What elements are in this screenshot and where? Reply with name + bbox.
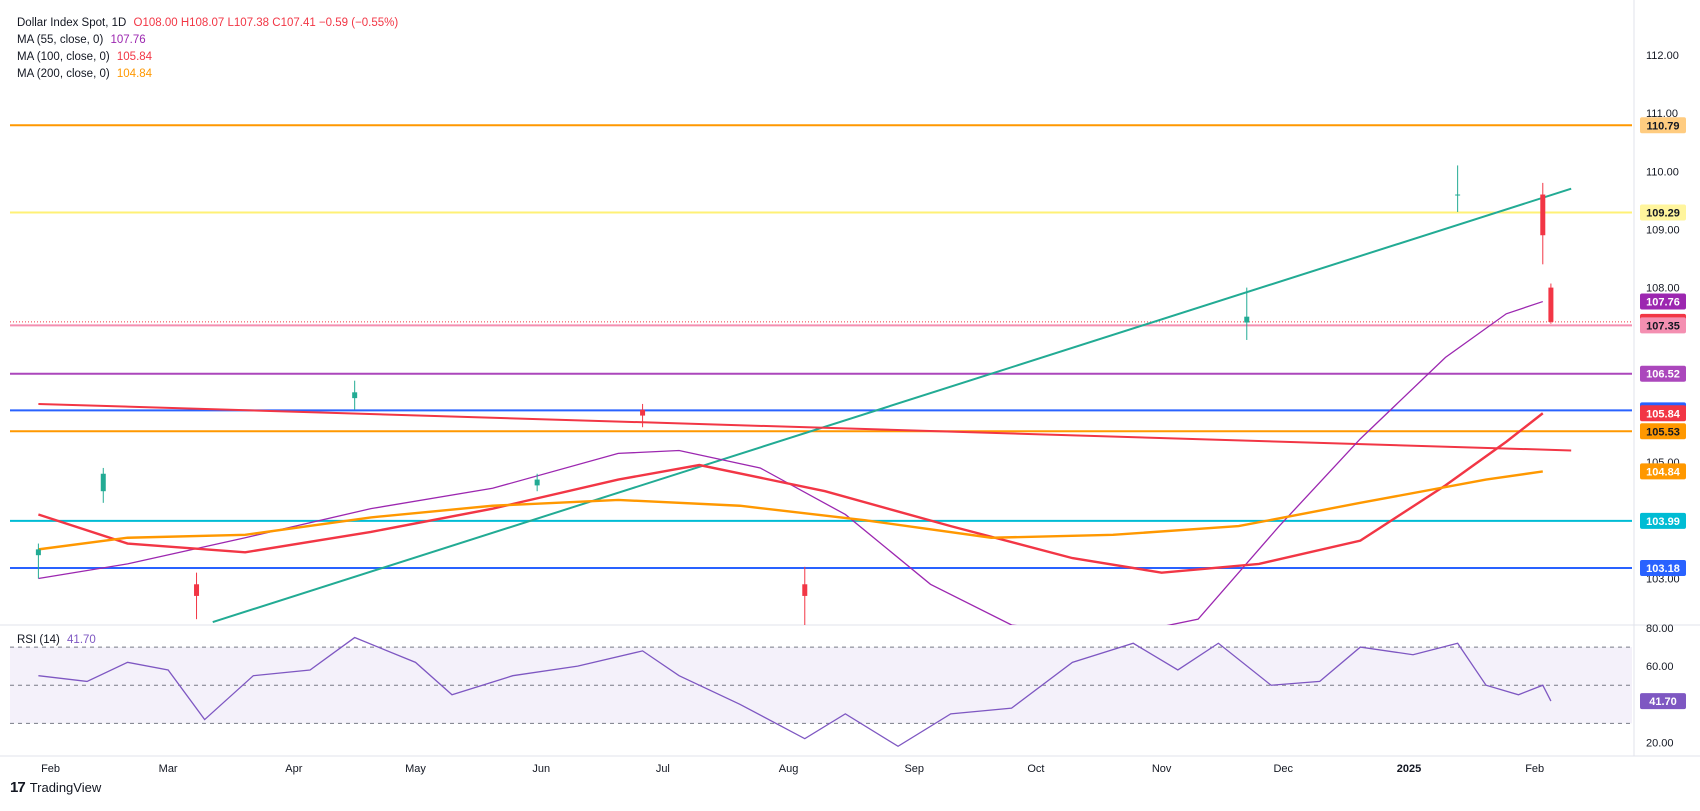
price-tick-label: 110.00 <box>1646 166 1679 178</box>
trendline-uptrend <box>212 187 1572 624</box>
rsi-line <box>38 636 1552 748</box>
time-tick-label: Aug <box>779 763 799 775</box>
price-tick-label: 108.00 <box>1646 283 1680 295</box>
candle-body <box>802 584 808 596</box>
ma100-value: 105.84 <box>116 51 153 63</box>
price-tick-label: 109.00 <box>1646 224 1680 236</box>
time-tick-label: Oct <box>1027 763 1044 775</box>
time-tick-label: 2025 <box>1397 763 1421 775</box>
legend-symbol: Dollar Index Spot, 1D O108.00 H108.07 L1… <box>17 17 398 29</box>
tradingview-logo[interactable]: 17 TradingView <box>10 779 101 796</box>
rsi-value-badge-text: 41.70 <box>1649 696 1677 708</box>
candle-body <box>1548 287 1554 322</box>
rsi-value-badge <box>1640 693 1686 710</box>
ma200-label: MA (200, close, 0) <box>17 68 110 80</box>
price-label-badge <box>1640 559 1686 576</box>
price-label-text: 110.79 <box>1646 120 1679 132</box>
time-tick-label: Sep <box>904 763 924 775</box>
price-label-text: 104.84 <box>1646 466 1681 478</box>
candle-body <box>100 473 106 492</box>
ma200-value: 104.84 <box>116 68 153 80</box>
price-label-badge <box>1640 423 1686 440</box>
price-label-badge <box>1640 293 1686 310</box>
time-tick-label: May <box>405 763 426 775</box>
ma-line-ma55 <box>38 300 1543 625</box>
price-label-text: 109.29 <box>1646 208 1680 220</box>
price-label-text: 103.99 <box>1646 516 1680 528</box>
price-label-badge <box>1640 463 1686 480</box>
time-tick-label: Dec <box>1273 763 1293 775</box>
price-label-badge <box>1640 204 1686 221</box>
time-tick-label: Feb <box>41 763 60 775</box>
price-pane <box>10 124 1632 625</box>
rsi-value: 41.70 <box>67 634 96 646</box>
rsi-label: RSI (14) <box>17 634 60 646</box>
time-tick-label: Jul <box>656 763 670 775</box>
price-tick-label: 103.00 <box>1646 573 1680 585</box>
rsi-tick-label: 60.00 <box>1646 661 1674 673</box>
ohlc-values: O108.00 H108.07 L107.38 C107.41 −0.59 (−… <box>133 17 399 29</box>
legend-ma55: MA (55, close, 0) 107.76 <box>17 34 146 46</box>
candle-body <box>1455 194 1461 196</box>
symbol-label: Dollar Index Spot, 1D <box>17 17 127 29</box>
price-label-badge <box>1640 405 1686 422</box>
time-tick-label: Mar <box>159 763 178 775</box>
time-tick-label: Jun <box>532 763 550 775</box>
ma55-value: 107.76 <box>110 34 146 46</box>
price-label-text: 107.76 <box>1646 297 1680 309</box>
ma55-label: MA (55, close, 0) <box>17 34 104 46</box>
trendline-downtrend <box>38 402 1572 452</box>
price-label-badge <box>1640 317 1686 334</box>
candle-body <box>1244 316 1250 323</box>
price-label-text: 105.84 <box>1646 408 1681 420</box>
price-label-text: 103.18 <box>1646 563 1680 575</box>
candle-body <box>352 392 358 399</box>
candle-body <box>534 479 540 486</box>
tradingview-brand-name: TradingView <box>29 780 102 795</box>
ma100-label: MA (100, close, 0) <box>17 51 110 63</box>
price-tick-label: 112.00 <box>1646 50 1679 62</box>
price-tick-label: 111.00 <box>1646 108 1678 120</box>
candle-body <box>1540 194 1546 236</box>
price-label-badge <box>1640 365 1686 382</box>
price-label-badge <box>1640 512 1686 529</box>
ma-line-ma200 <box>38 470 1543 551</box>
time-tick-label: Nov <box>1152 763 1172 775</box>
legend-ma200: MA (200, close, 0) 104.84 <box>17 68 152 80</box>
legend-rsi: RSI (14) 41.70 <box>17 634 96 646</box>
price-label-badge <box>1640 117 1686 134</box>
rsi-tick-label: 20.00 <box>1646 737 1674 749</box>
legend-ma100: MA (100, close, 0) 105.84 <box>17 51 152 63</box>
candle-body <box>194 584 200 596</box>
candle-body <box>640 409 646 416</box>
candle-body <box>35 549 41 556</box>
rsi-tick-label: 80.00 <box>1646 623 1674 635</box>
time-tick-label: Feb <box>1525 763 1544 775</box>
tradingview-logo-icon: 17 <box>10 779 26 796</box>
price-label-text: 107.35 <box>1646 320 1680 332</box>
price-label-text: 105.53 <box>1646 426 1680 438</box>
ma-line-ma100 <box>38 412 1544 574</box>
time-tick-label: Apr <box>285 763 302 775</box>
price-label-text: 106.52 <box>1646 369 1680 381</box>
